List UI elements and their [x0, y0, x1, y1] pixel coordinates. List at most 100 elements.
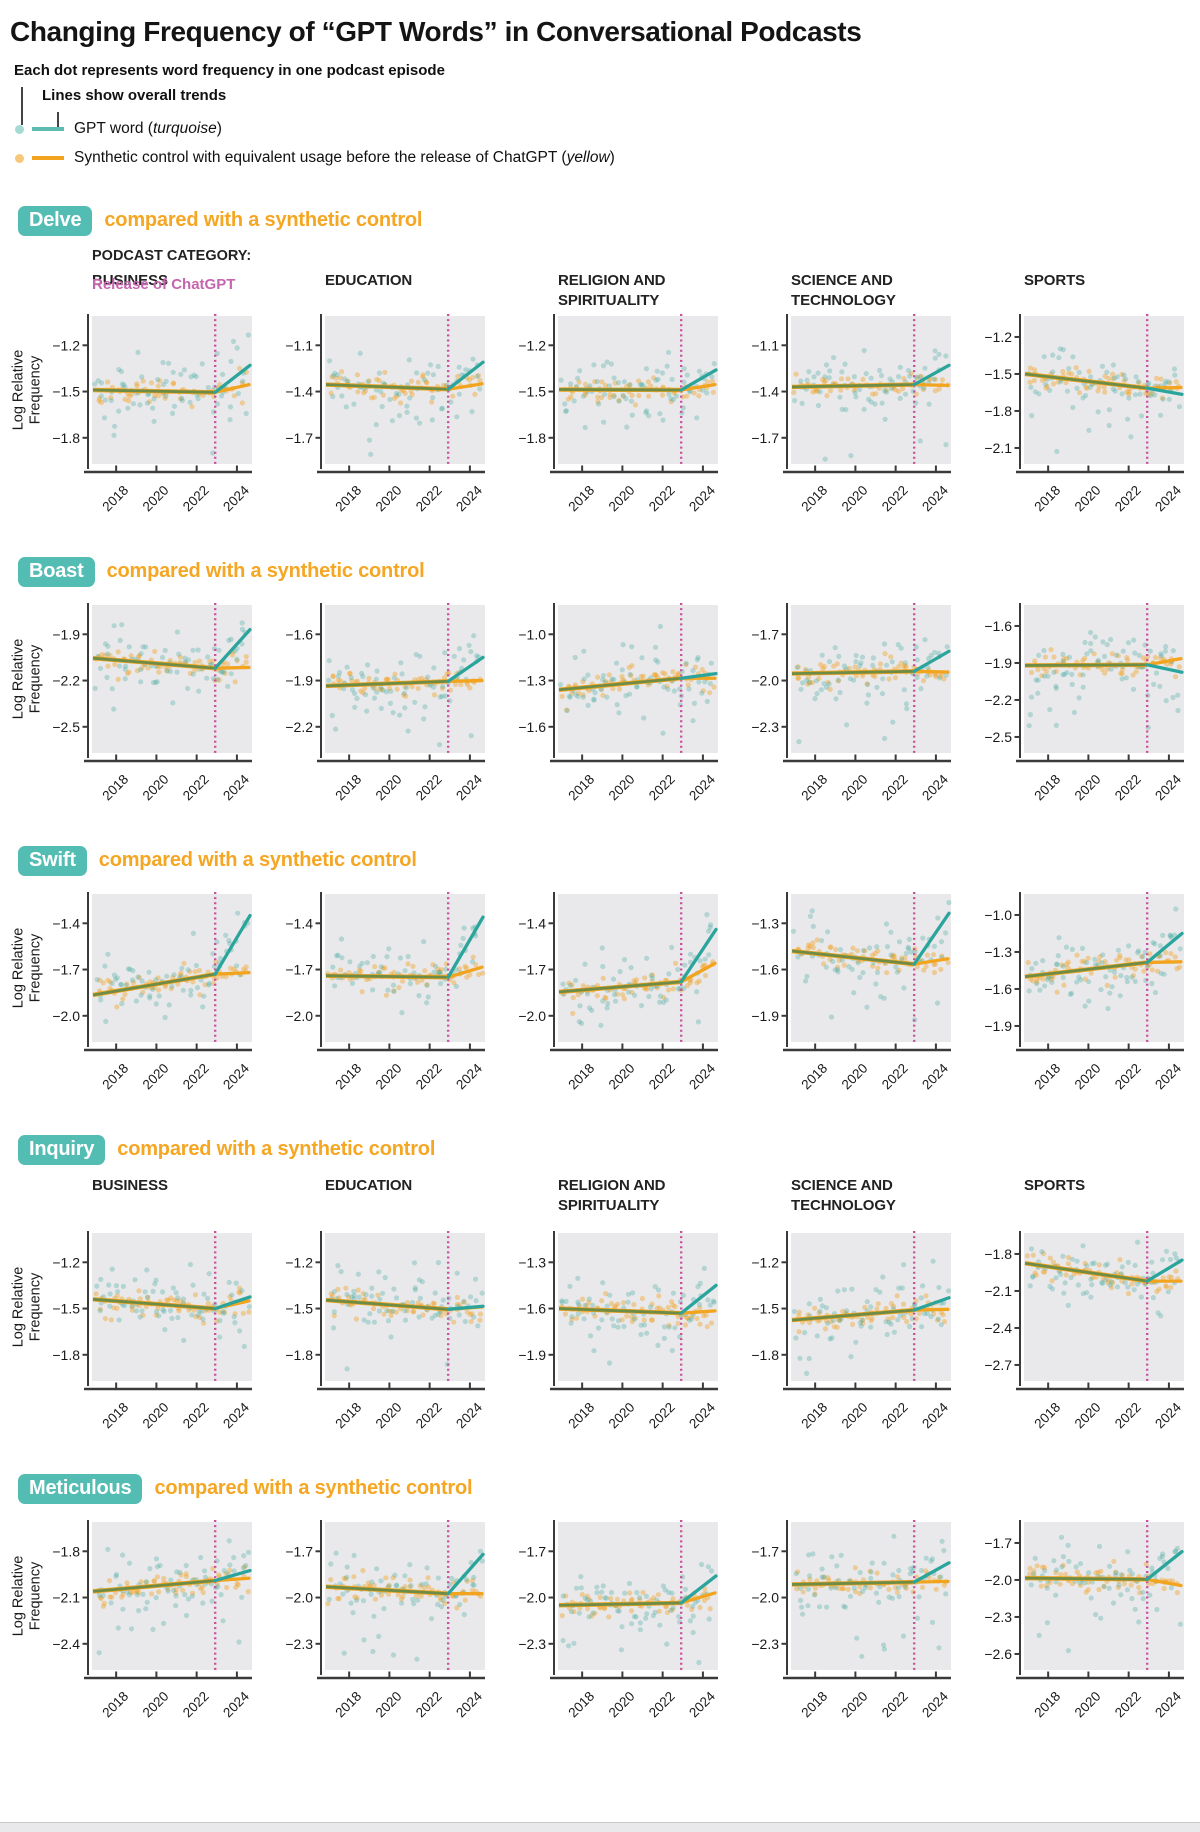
svg-text:−1.5: −1.5	[518, 384, 546, 400]
panel-cell: −1.1 −1.4 −1.7 2018 2020 2022 2024	[743, 310, 976, 529]
svg-text:2024: 2024	[453, 1060, 485, 1092]
panel-cell: −1.3 −1.6 −1.9 2018 2020 2022 2024	[743, 888, 976, 1107]
svg-text:2018: 2018	[99, 1400, 131, 1432]
svg-text:−1.3: −1.3	[518, 673, 546, 689]
svg-text:2018: 2018	[99, 1689, 131, 1721]
svg-text:2024: 2024	[919, 1060, 951, 1092]
svg-text:−1.2: −1.2	[285, 1254, 313, 1270]
category-name: SPORTS	[1024, 1177, 1086, 1194]
panel-cell: −1.7 −2.0 −2.3 2018 2020 2022 2024	[277, 1516, 510, 1735]
svg-text:2020: 2020	[140, 1400, 172, 1432]
svg-text:−2.3: −2.3	[518, 1636, 546, 1652]
svg-text:2020: 2020	[140, 483, 172, 515]
legend-lines-note: Lines show overall trends	[42, 87, 227, 104]
category-name	[92, 1197, 277, 1217]
svg-text:2020: 2020	[373, 1400, 405, 1432]
control-line-icon	[32, 156, 64, 160]
category-name	[1024, 1197, 1200, 1217]
word-badge: Swift	[18, 846, 87, 876]
y-axis-label: Log Relative Frequency	[10, 1516, 44, 1735]
panel-cell: −1.2 −1.5 −1.8 2018 2020 2022 2024	[510, 310, 743, 529]
svg-text:−1.2: −1.2	[751, 1254, 779, 1270]
svg-text:−1.2: −1.2	[52, 337, 80, 353]
figure-title: Changing Frequency of “GPT Words” in Con…	[10, 16, 862, 47]
svg-text:−2.3: −2.3	[984, 1609, 1012, 1625]
svg-text:2024: 2024	[1152, 1399, 1184, 1431]
panel-cell: −1.2 −1.5 −1.8 2018 2020 2022 2024	[743, 1227, 976, 1446]
svg-text:−2.2: −2.2	[52, 673, 80, 689]
legend-connector-line	[21, 87, 23, 125]
category-header: SPORTS	[976, 272, 1200, 312]
svg-text:2020: 2020	[373, 772, 405, 804]
panel-cell: −1.4 −1.7 −2.0 2018 2020 2022 2024	[277, 888, 510, 1107]
svg-text:−2.0: −2.0	[751, 673, 779, 689]
svg-text:2022: 2022	[879, 1400, 911, 1432]
svg-text:−1.6: −1.6	[984, 618, 1012, 634]
panel-cell: −1.0 −1.3 −1.6 2018 2020 2022 2024	[510, 599, 743, 818]
panel-cell: −1.7 −2.0 −2.3 2018 2020 2022 2024	[743, 599, 976, 818]
y-axis-label: Log Relative Frequency	[10, 1227, 44, 1446]
word-badge: Meticulous	[18, 1474, 143, 1504]
panel-cell: −1.9 −2.2 −2.5 2018 2020 2022 2024	[44, 599, 277, 818]
svg-text:2020: 2020	[140, 1689, 172, 1721]
panel-delve-religion-and-spirituality: −1.2 −1.5 −1.8 2018 2020 2022 2024	[518, 314, 718, 515]
svg-text:2022: 2022	[879, 1061, 911, 1093]
svg-text:−1.5: −1.5	[751, 1301, 779, 1317]
svg-text:2020: 2020	[1072, 772, 1104, 804]
svg-text:−1.7: −1.7	[52, 962, 80, 978]
svg-text:−1.9: −1.9	[285, 673, 313, 689]
svg-text:2018: 2018	[332, 1400, 364, 1432]
panel-delve-education: −1.1 −1.4 −1.7 2018 2020 2022 2024	[285, 314, 485, 514]
svg-text:−1.2: −1.2	[52, 1254, 80, 1270]
svg-text:−1.8: −1.8	[52, 1347, 80, 1363]
svg-text:2024: 2024	[1152, 482, 1184, 514]
svg-text:−2.0: −2.0	[518, 1008, 546, 1024]
svg-text:−1.3: −1.3	[751, 915, 779, 931]
svg-text:−2.0: −2.0	[285, 1590, 313, 1606]
svg-text:2020: 2020	[140, 772, 172, 804]
category-name	[1024, 292, 1200, 312]
panel-delve-business: −1.2 −1.5 −1.8 2018 2020 2022 2024	[52, 314, 252, 515]
svg-text:2022: 2022	[646, 1061, 678, 1093]
category-name: SPORTS	[1024, 272, 1086, 289]
svg-text:2024: 2024	[919, 1399, 951, 1431]
svg-text:−2.2: −2.2	[984, 692, 1012, 708]
svg-text:−1.5: −1.5	[52, 1301, 80, 1317]
svg-text:2024: 2024	[686, 1060, 718, 1092]
category-name	[92, 292, 277, 312]
svg-text:2020: 2020	[839, 483, 871, 515]
svg-text:−1.1: −1.1	[285, 337, 313, 353]
svg-text:2018: 2018	[798, 483, 830, 515]
svg-text:−2.0: −2.0	[984, 1572, 1012, 1588]
svg-text:2022: 2022	[413, 1689, 445, 1721]
svg-text:2020: 2020	[839, 1400, 871, 1432]
svg-text:−1.6: −1.6	[518, 1301, 546, 1317]
panel-boast-religion-and-spirituality: −1.0 −1.3 −1.6 2018 2020 2022 2024	[518, 603, 718, 803]
svg-text:−1.8: −1.8	[52, 430, 80, 446]
panel-cell: −1.7 −2.0 −2.3 −2.6 2018 2020 2022 2024	[976, 1516, 1200, 1735]
panel-inquiry-education: −1.2 −1.5 −1.8 2018 2020 2022 2024	[285, 1231, 485, 1432]
svg-text:2018: 2018	[798, 772, 830, 804]
svg-text:2022: 2022	[1112, 772, 1144, 804]
svg-text:2018: 2018	[565, 1689, 597, 1721]
svg-text:−2.6: −2.6	[984, 1646, 1012, 1662]
svg-text:2018: 2018	[798, 1689, 830, 1721]
legend-control-label: Synthetic control with equivalent usage …	[74, 149, 615, 166]
panel-row: Log Relative Frequency −1.4 −1.7 −2.0 2018 202…	[10, 888, 1200, 1107]
svg-text:−1.9: −1.9	[751, 1008, 779, 1024]
panel-meticulous-business: −1.8 −2.1 −2.4 2018 2020 2022 2024	[52, 1520, 252, 1721]
panel-delve-science-and-technology: −1.1 −1.4 −1.7 2018 2020 2022 2024	[751, 314, 951, 515]
podcast-category-label: PODCAST CATEGORY:	[92, 248, 252, 264]
svg-text:2024: 2024	[1152, 771, 1184, 803]
svg-text:−2.7: −2.7	[984, 1357, 1012, 1373]
panel-inquiry-sports: −1.8 −2.1 −2.4 −2.7 2018 2020 2022 2024	[984, 1231, 1184, 1431]
svg-text:−1.8: −1.8	[984, 403, 1012, 419]
svg-text:−2.0: −2.0	[52, 1008, 80, 1024]
svg-text:2018: 2018	[565, 483, 597, 515]
category-header: SCIENCE AND TECHNOLOGY	[743, 272, 976, 312]
panel-cell: −1.6 −1.9 −2.2 −2.5 2018 2020 2022 2024	[976, 599, 1200, 818]
svg-text:−1.3: −1.3	[518, 1254, 546, 1270]
gpt-dot-icon	[15, 124, 24, 134]
svg-text:2022: 2022	[180, 1400, 212, 1432]
svg-text:2020: 2020	[839, 1689, 871, 1721]
